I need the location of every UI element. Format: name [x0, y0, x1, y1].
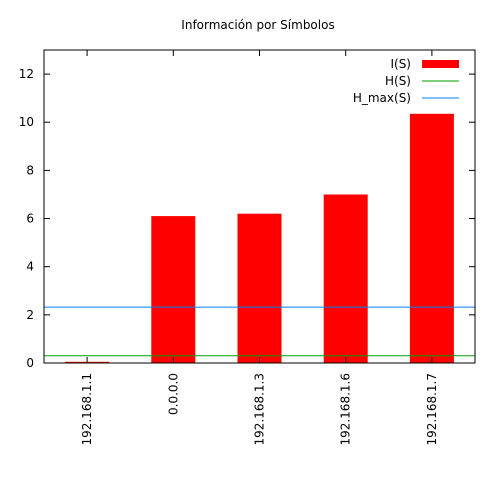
y-tick-label: 12: [19, 67, 34, 81]
y-tick-label: 2: [26, 308, 34, 322]
legend-label: H(S): [385, 74, 411, 88]
legend: I(S) H(S) H_max(S): [353, 57, 459, 105]
x-tick-label: 192.168.1.6: [339, 373, 353, 446]
y-tick-label: 8: [26, 163, 34, 177]
y-tick-label: 6: [26, 212, 34, 226]
y-tick-label: 10: [19, 115, 34, 129]
x-tick-label: 192.168.1.3: [253, 373, 267, 446]
plot-area: 0 2 4 6 8 10 12 192.168.1.1 0.0.0.0 192.168.1.3 19…: [19, 49, 476, 446]
legend-label: H_max(S): [353, 91, 411, 105]
legend-label: I(S): [390, 57, 411, 71]
legend-swatch-bar: [422, 60, 459, 68]
bar-192-168-1-3: [237, 213, 282, 363]
bar-0-0-0-0: [151, 216, 196, 363]
x-tick-label: 192.168.1.1: [80, 373, 94, 446]
x-tick-label: 0.0.0.0: [166, 373, 180, 415]
chart-title: Información por Símbolos: [181, 18, 334, 32]
bar-192-168-1-7: [409, 113, 454, 363]
y-tick-label: 0: [26, 356, 34, 370]
x-tick-label: 192.168.1.7: [425, 373, 439, 446]
bar-192-168-1-6: [323, 194, 368, 363]
y-tick-label: 4: [26, 260, 34, 274]
